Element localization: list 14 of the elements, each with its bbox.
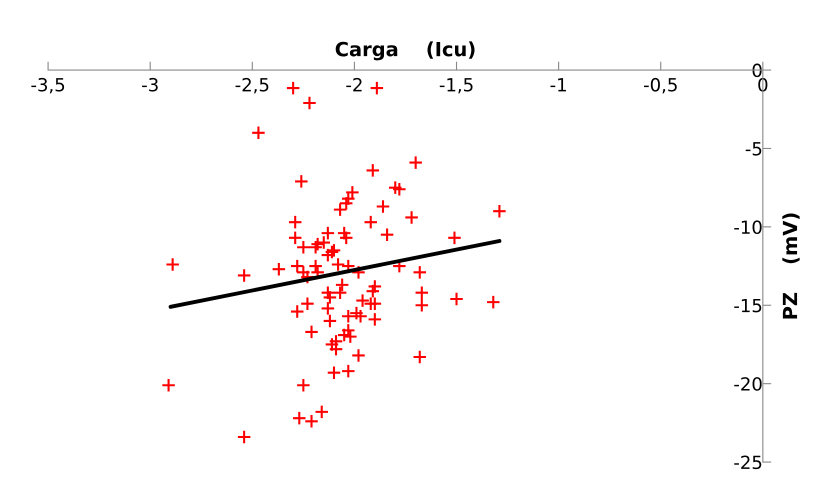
- x-tick-label: -3: [142, 78, 158, 92]
- x-tick-label: -1,5: [440, 78, 473, 94]
- y-tick-label: -5: [746, 142, 762, 156]
- x-tick-label: -2: [346, 78, 362, 92]
- y-tick-label: -25: [734, 456, 762, 470]
- x-axis-title: Carga (Icu): [336, 41, 475, 60]
- y-tick-label: -10: [734, 220, 762, 234]
- y-tick-label: -20: [734, 377, 762, 391]
- x-tick-label: -2,5: [236, 78, 268, 94]
- x-tick-label: -3,5: [31, 78, 64, 94]
- y-axis-title: PZ (mV): [782, 213, 800, 319]
- x-tick-label: -0,5: [644, 78, 677, 94]
- y-tick-label: -15: [734, 298, 762, 312]
- x-tick-label: -1: [550, 78, 566, 92]
